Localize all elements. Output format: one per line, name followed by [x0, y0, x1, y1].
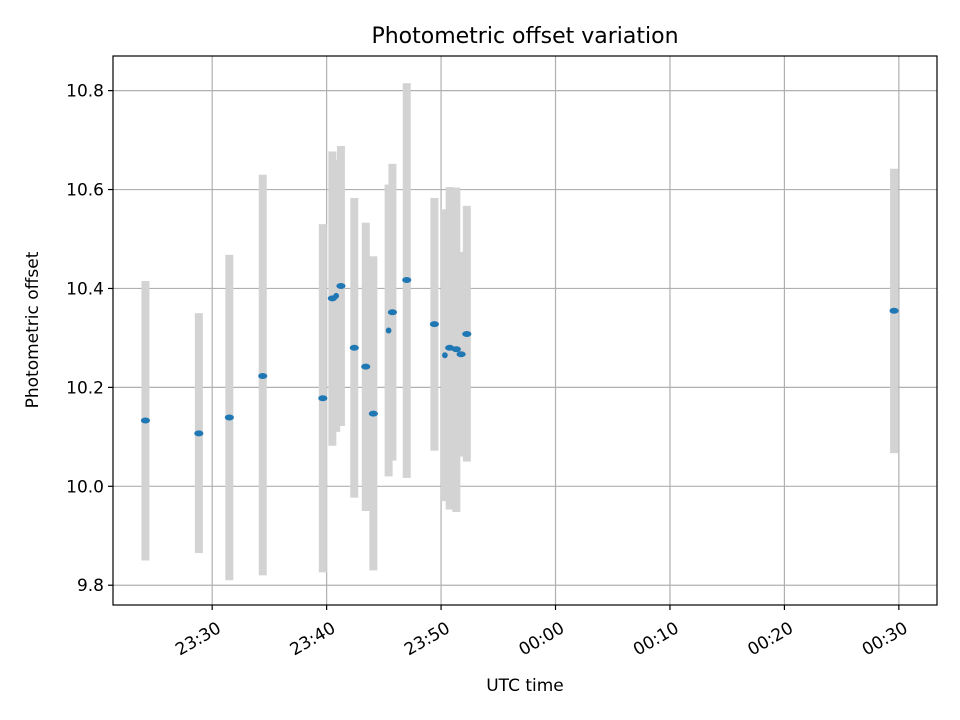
data-point	[333, 292, 340, 299]
data-point	[385, 327, 392, 334]
data-point	[451, 346, 461, 353]
data-point	[456, 351, 466, 358]
data-point	[318, 395, 328, 402]
data-point	[368, 410, 378, 417]
x-tick-label: 00:00	[516, 618, 568, 660]
data-point	[889, 307, 899, 314]
data-point	[462, 330, 472, 337]
data-point	[194, 430, 204, 437]
data-point	[387, 309, 398, 316]
x-tick-label: 00:20	[744, 618, 796, 660]
x-axis-ticks: 23:30 23:40 23:50 00:00 00:10 00:20 00:30	[172, 605, 911, 660]
chart-title: Photometric offset variation	[371, 24, 678, 49]
data-point	[402, 277, 412, 284]
y-tick-label: 10.8	[66, 82, 104, 102]
x-tick-label: 00:30	[859, 618, 911, 660]
x-tick-label: 23:40	[287, 618, 339, 660]
y-tick-label: 9.8	[77, 576, 104, 596]
data-point	[336, 282, 346, 289]
x-tick-label: 23:50	[401, 618, 453, 660]
y-tick-label: 10.0	[66, 477, 104, 497]
data-point	[361, 363, 371, 370]
x-tick-label: 00:10	[630, 618, 682, 660]
data-point	[224, 414, 234, 421]
grid-lines	[113, 56, 937, 605]
y-tick-label: 10.4	[66, 279, 104, 299]
data-point	[140, 417, 151, 424]
y-axis-label: Photometric offset	[23, 251, 43, 408]
x-axis-label: UTC time	[486, 676, 564, 696]
data-point	[349, 344, 359, 351]
y-axis-ticks: 9.8 10.0 10.2 10.4 10.6 10.8	[66, 82, 113, 596]
plot-frame	[112, 55, 938, 606]
data-point	[258, 373, 268, 380]
data-point	[429, 321, 439, 328]
y-tick-label: 10.2	[66, 378, 104, 398]
data-point	[442, 352, 448, 359]
data-markers	[140, 277, 899, 437]
x-tick-label: 23:30	[172, 618, 224, 660]
y-tick-label: 10.6	[66, 181, 104, 201]
